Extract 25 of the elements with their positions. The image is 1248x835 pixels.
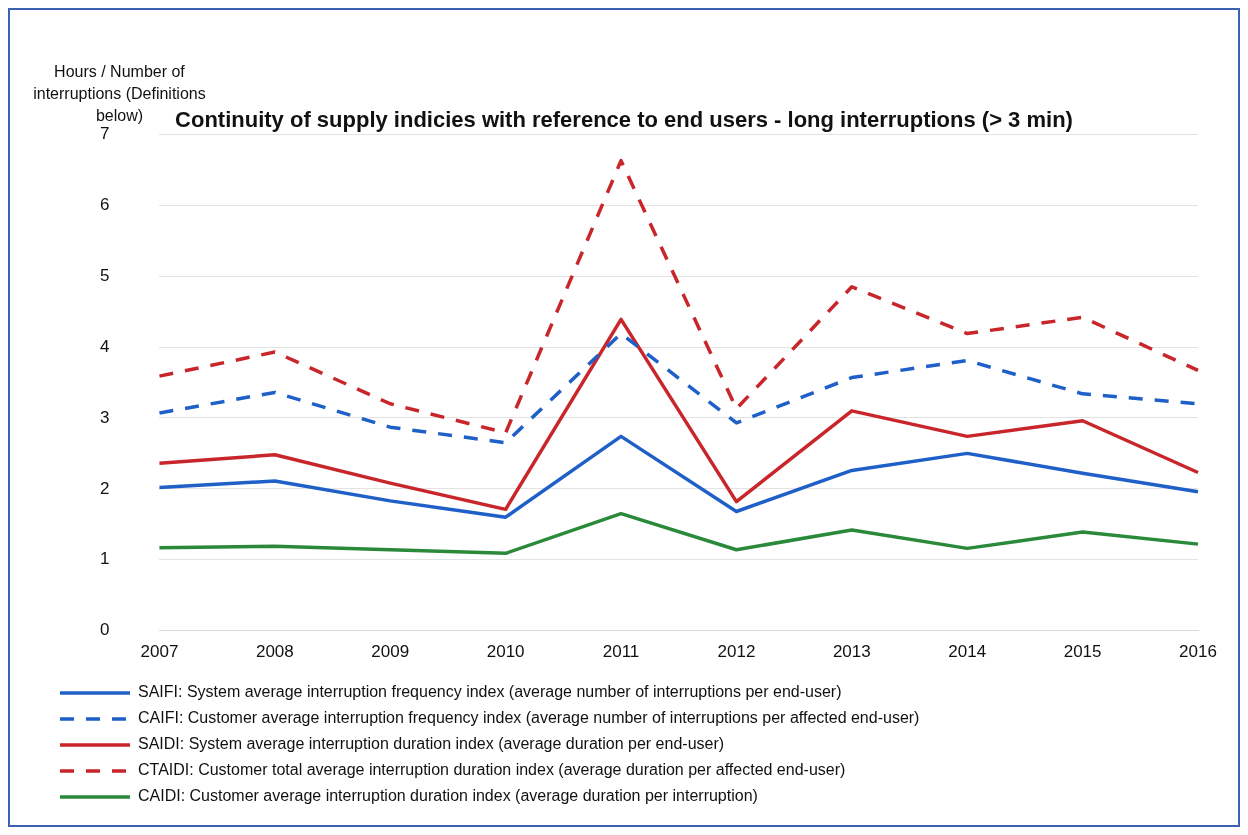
x-tick-label: 2012 — [717, 642, 756, 662]
legend-label: CAIDI: Customer average interruption duration index (average duration per interruption) — [138, 787, 758, 805]
legend-label: CTAIDI: Customer total average interruption duration index (average duration per affected end-user) — [138, 761, 846, 779]
x-tick-label: 2009 — [371, 642, 410, 662]
x-tick-label: 2010 — [486, 642, 525, 662]
x-tick-label: 2014 — [948, 642, 987, 662]
y-tick-label: 6 — [99, 194, 110, 214]
x-tick-label: 2015 — [1063, 642, 1102, 662]
legend-label: CAIFI: Customer average interruption frequency index (average number of interruptions per affected end-user) — [138, 709, 920, 727]
x-tick-label: 2013 — [832, 642, 871, 662]
x-tick-label: 2016 — [1179, 642, 1217, 662]
legend-label: SAIFI: System average interruption frequency index (average number of interruptions per end-user) — [138, 683, 842, 701]
y-tick-label: 0 — [99, 620, 110, 640]
y-tick-label: 1 — [99, 549, 110, 569]
x-tick-label: 2007 — [140, 642, 179, 662]
y-tick-label: 5 — [99, 265, 110, 285]
legend-label: SAIDI: System average interruption duration index (average duration per end-user) — [138, 735, 725, 753]
chart-title: Continuity of supply indicies with reference to end users - long interruptions (> 3 min) — [175, 107, 1073, 133]
x-tick-label: 2008 — [255, 642, 294, 662]
y-tick-label: 2 — [99, 478, 110, 498]
y-tick-label: 4 — [99, 336, 110, 356]
line-series — [157, 158, 1200, 435]
y-tick-label: 7 — [99, 124, 110, 144]
y-tick-label: 3 — [99, 407, 110, 427]
x-tick-label: 2011 — [602, 642, 640, 662]
